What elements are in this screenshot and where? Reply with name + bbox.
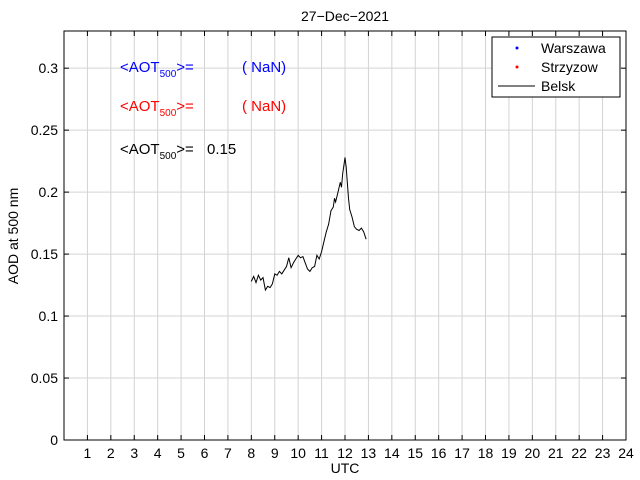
x-tick-label: 2	[107, 445, 115, 461]
x-tick-label: 16	[431, 445, 447, 461]
legend-label-strzyzow: Strzyzow	[541, 59, 599, 75]
y-axis-ticks: 0 0.05 0.1 0.15 0.2 0.25 0.3	[31, 60, 626, 448]
legend-box	[491, 36, 621, 98]
series-line-belsk	[250, 157, 367, 292]
x-tick-label: 10	[290, 445, 306, 461]
grid-lines	[64, 31, 627, 440]
legend-swatch-warszawa	[515, 46, 519, 50]
legend: Warszawa Strzyzow Belsk	[491, 36, 621, 98]
x-tick-label: 24	[618, 445, 634, 461]
chart-title: 27−Dec−2021	[301, 8, 389, 24]
x-tick-label: 23	[595, 445, 611, 461]
legend-label-warszawa: Warszawa	[541, 40, 606, 56]
mean-aot-value: ( NaN)	[242, 98, 286, 115]
x-tick-label: 1	[84, 445, 92, 461]
series-layer	[250, 157, 367, 292]
x-tick-label: 15	[407, 445, 423, 461]
x-tick-label: 7	[224, 445, 232, 461]
x-tick-label: 4	[154, 445, 162, 461]
y-tick-label: 0.25	[31, 122, 58, 138]
legend-label-belsk: Belsk	[541, 78, 576, 94]
x-tick-label: 14	[384, 445, 400, 461]
x-tick-label: 19	[501, 445, 517, 461]
x-tick-label: 18	[478, 445, 494, 461]
x-axis-ticks: 1 2 3 4 5 6 7 8 9 10 11 12 13 14 15 16 17 18 19 20 21 22 23 24	[84, 31, 634, 461]
legend-swatch-strzyzow	[515, 65, 519, 69]
mean-aot-value: ( NaN)	[242, 59, 286, 76]
x-tick-label: 8	[247, 445, 255, 461]
mean-aot-annotation: <AOT500>=	[120, 59, 194, 80]
mean-aot-value: 0.15	[207, 141, 236, 158]
x-tick-label: 22	[571, 445, 587, 461]
y-tick-label: 0.1	[39, 308, 59, 324]
y-tick-label: 0.15	[31, 246, 58, 262]
x-tick-label: 21	[548, 445, 564, 461]
y-tick-label: 0.3	[39, 60, 59, 76]
y-tick-label: 0.2	[39, 184, 59, 200]
mean-aot-annotation: <AOT500>=	[120, 98, 194, 119]
x-axis-label: UTC	[331, 460, 360, 476]
x-tick-label: 17	[454, 445, 470, 461]
mean-aot-annotation: <AOT500>=	[120, 141, 194, 162]
x-tick-label: 13	[361, 445, 377, 461]
x-tick-label: 20	[525, 445, 541, 461]
annotations: <AOT500>= ( NaN) <AOT500>= ( NaN) <AOT500>= 0…	[120, 59, 286, 162]
x-tick-label: 6	[201, 445, 209, 461]
x-tick-label: 11	[314, 445, 329, 461]
x-tick-label: 9	[271, 445, 279, 461]
x-tick-label: 5	[177, 445, 185, 461]
y-tick-label: 0.05	[31, 370, 58, 386]
y-tick-label: 0	[50, 432, 58, 448]
y-axis-label: AOD at 500 nm	[5, 188, 21, 285]
x-tick-label: 12	[337, 445, 353, 461]
x-tick-label: 3	[130, 445, 138, 461]
